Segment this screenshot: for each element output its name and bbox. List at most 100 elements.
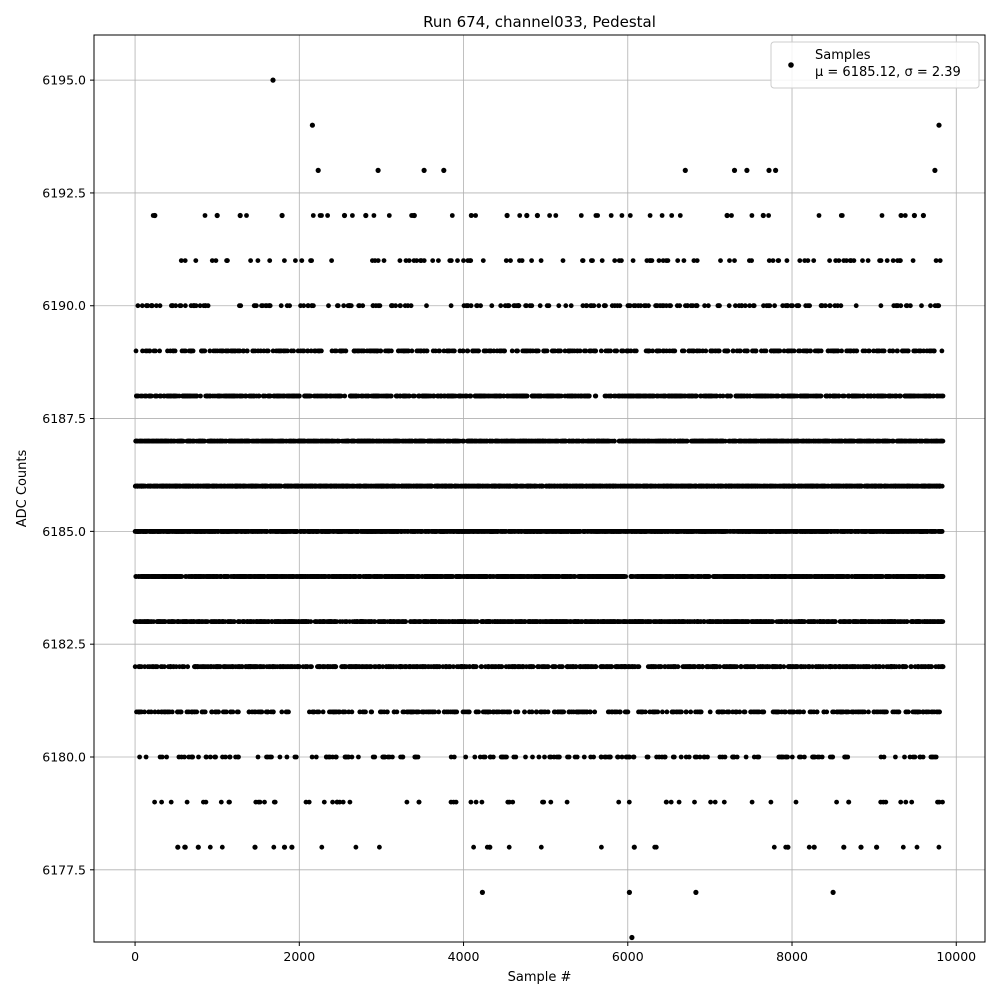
data-point [202, 348, 208, 354]
data-point [227, 754, 233, 760]
data-point [471, 844, 476, 850]
data-point [244, 348, 250, 354]
data-point [529, 709, 535, 715]
data-point [183, 348, 188, 354]
data-point [202, 709, 208, 715]
data-point [349, 709, 355, 715]
data-point [473, 799, 479, 805]
data-point [349, 754, 355, 760]
data-point [311, 303, 316, 309]
data-point [148, 709, 154, 715]
data-points [132, 77, 946, 941]
data-point [197, 303, 203, 309]
data-point [178, 709, 184, 715]
data-point [301, 303, 307, 309]
data-point [515, 348, 520, 354]
data-point [472, 754, 478, 760]
data-point [297, 393, 302, 399]
data-point [308, 619, 314, 624]
data-point [451, 754, 457, 760]
data-point [430, 258, 436, 263]
data-point [524, 393, 530, 399]
data-point [139, 303, 145, 309]
data-point [348, 303, 354, 309]
data-point [385, 709, 390, 715]
data-point [321, 799, 327, 805]
data-point [474, 619, 480, 624]
data-point [412, 393, 417, 399]
data-point [335, 303, 341, 309]
data-point [397, 258, 403, 263]
data-point [468, 303, 474, 309]
data-point [180, 438, 186, 444]
data-point [478, 303, 483, 309]
data-point [452, 348, 457, 354]
data-point [455, 258, 460, 263]
data-point [508, 258, 513, 263]
data-point [498, 303, 504, 309]
data-point [449, 213, 455, 218]
data-point [225, 258, 230, 263]
data-point [173, 303, 179, 309]
data-point [194, 709, 200, 715]
data-point [236, 754, 241, 760]
data-point [256, 393, 262, 399]
data-point [309, 258, 314, 263]
data-point [538, 844, 544, 850]
data-point [389, 348, 394, 354]
data-point [403, 619, 408, 624]
data-point [284, 754, 290, 760]
data-point [448, 258, 454, 263]
data-point [333, 754, 339, 760]
data-point [356, 754, 361, 760]
data-point [319, 844, 325, 850]
data-point [135, 303, 141, 309]
data-point [293, 258, 298, 263]
data-point [205, 303, 211, 309]
data-point [516, 303, 522, 309]
data-point [468, 393, 474, 399]
data-point [209, 258, 215, 263]
data-point [182, 754, 187, 760]
data-point [350, 213, 355, 218]
data-point [515, 709, 521, 715]
data-point [469, 213, 474, 218]
data-point [133, 348, 139, 354]
data-point [326, 303, 331, 309]
data-point [509, 348, 515, 354]
data-point [279, 709, 285, 715]
data-point [255, 754, 261, 760]
data-point [157, 348, 163, 354]
data-point [203, 799, 209, 805]
data-point [536, 348, 541, 354]
data-point [255, 258, 261, 263]
data-point [218, 799, 224, 805]
data-point [291, 348, 296, 354]
data-point [507, 709, 513, 715]
data-point [309, 754, 315, 760]
data-point [375, 258, 381, 263]
data-point [330, 799, 335, 805]
data-point [393, 303, 398, 309]
data-point [503, 258, 509, 263]
data-point [513, 754, 519, 760]
data-point [204, 754, 209, 760]
data-point [147, 348, 153, 354]
data-point [309, 664, 314, 670]
data-point [381, 258, 387, 263]
data-point [372, 754, 378, 760]
data-point [530, 664, 536, 670]
data-point [277, 754, 283, 760]
data-point [424, 303, 429, 309]
data-point [205, 619, 211, 624]
data-point [480, 258, 486, 263]
data-point [272, 799, 278, 805]
data-point [269, 754, 274, 760]
data-point [202, 213, 208, 218]
data-point [151, 619, 157, 624]
data-point [409, 348, 415, 354]
data-point [454, 709, 460, 715]
data-point [176, 393, 182, 399]
data-point [325, 213, 330, 218]
data-point [172, 348, 178, 354]
